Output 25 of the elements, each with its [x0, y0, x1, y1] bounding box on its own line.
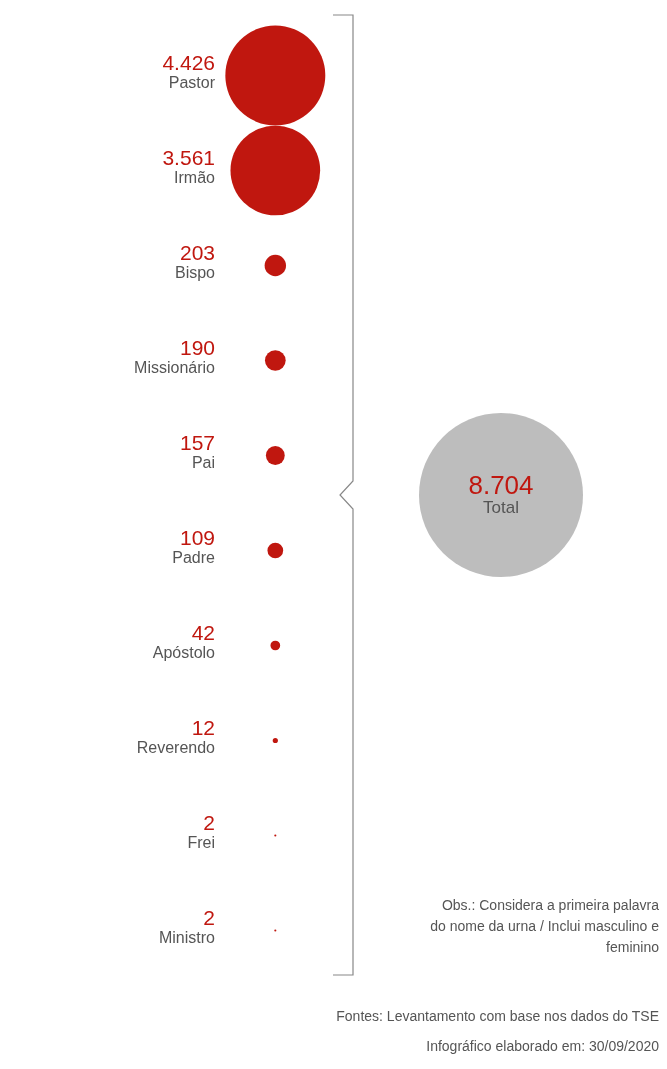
text: Infográfico elaborado em: 30/09/2020 [426, 1038, 659, 1054]
data-label: 190 [179, 335, 215, 359]
data-label: 4.426 [162, 50, 215, 74]
category-label: Ministro [158, 928, 216, 946]
data-label: 3.561 [162, 145, 215, 169]
text: Fontes: Levantamento com base nos dados do TSE [336, 1008, 659, 1024]
data-label: 2 [203, 810, 215, 834]
data-label: 12 [191, 715, 215, 739]
category-label: Pastor [168, 73, 216, 91]
data-label: 42 [191, 620, 215, 644]
category-label: Bispo [174, 263, 216, 281]
category-label: Irmão [174, 168, 216, 186]
category-label: Reverendo [136, 738, 216, 756]
category-label: Padre [172, 548, 216, 566]
text: Obs.: Considera a primeira palavra do nome da urna / Inclui masculino e feminino [429, 896, 659, 957]
category-label: Missionário [134, 358, 216, 376]
category-label: Apóstolo [152, 643, 216, 661]
text: Total [483, 498, 519, 518]
data-label: 157 [179, 430, 215, 454]
data-label: 109 [179, 525, 215, 549]
data-label: 203 [179, 240, 215, 264]
data-label: 2 [203, 905, 215, 929]
category-label: Pai [191, 453, 215, 471]
text: 8.704 [468, 470, 534, 500]
category-label: Frei [187, 833, 215, 851]
